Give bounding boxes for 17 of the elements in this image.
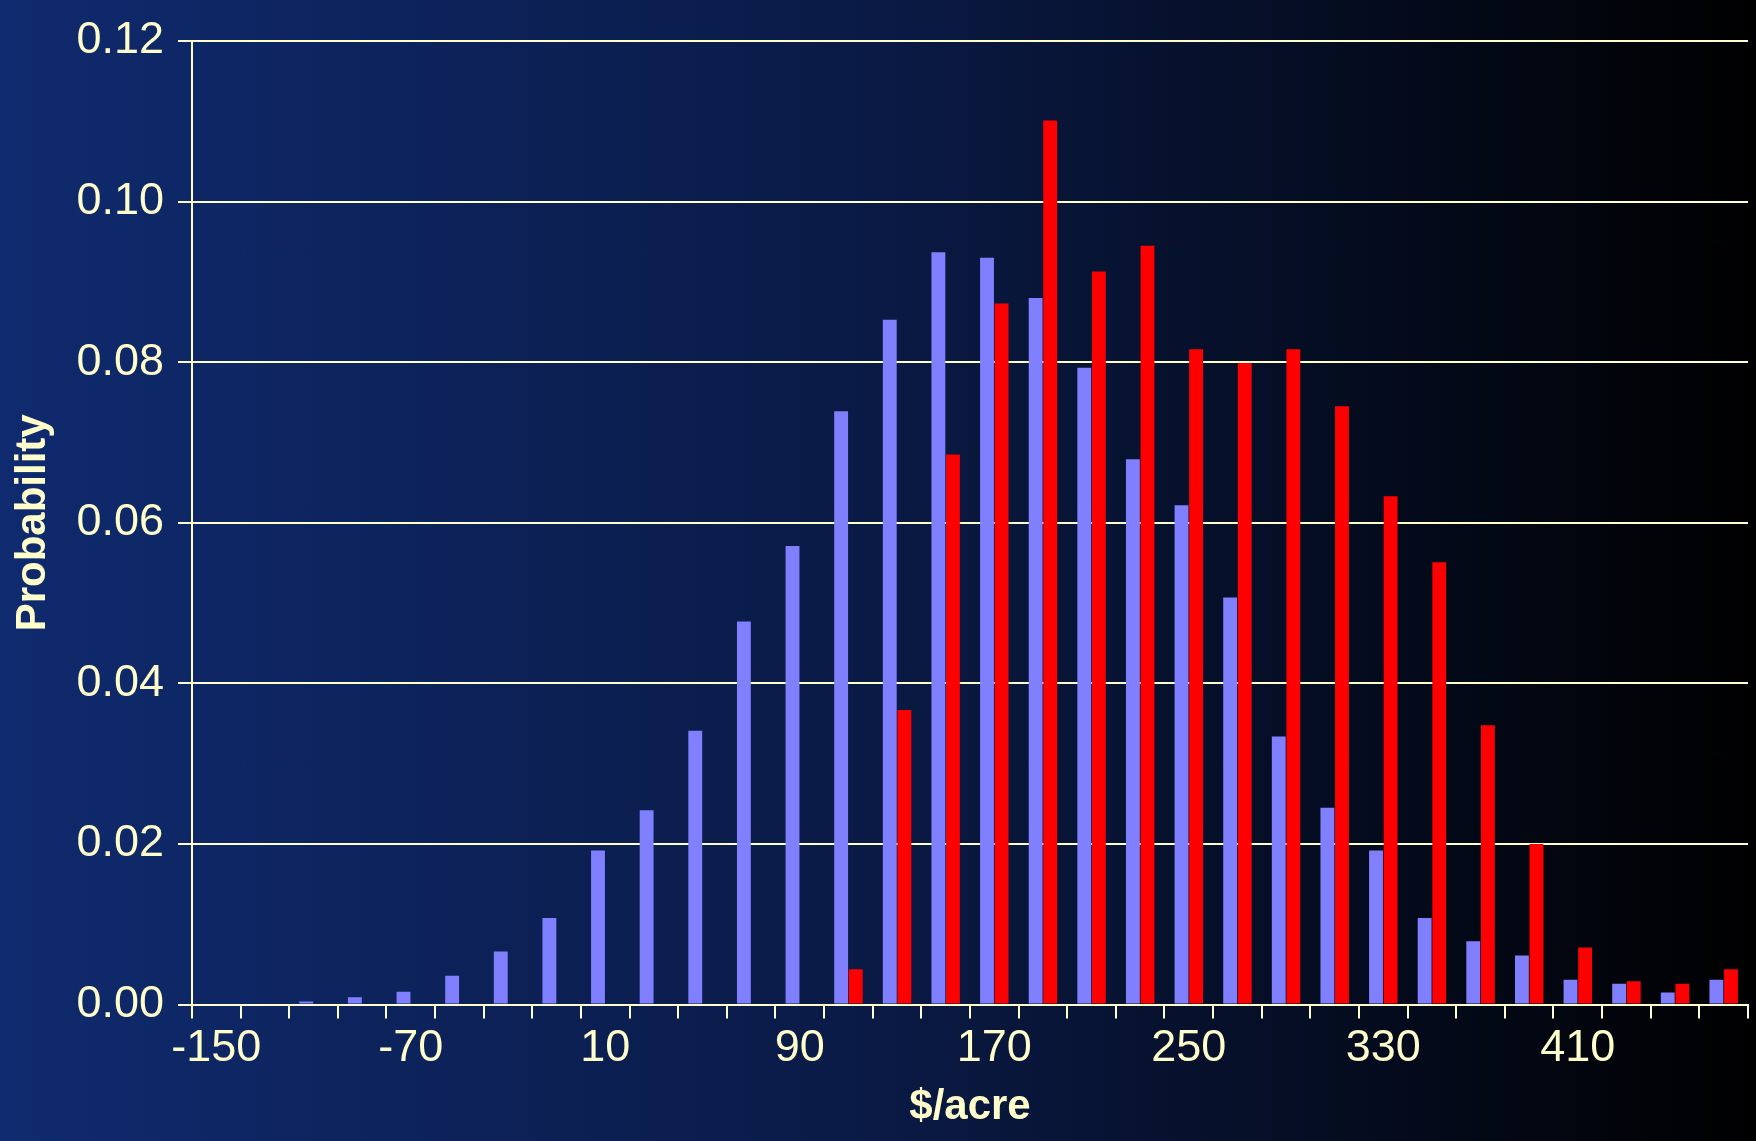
y-tick-label: 0.06 (76, 494, 164, 546)
x-tick-label: 90 (774, 1020, 825, 1072)
x-tick-label: 330 (1345, 1020, 1421, 1072)
x-tick-label: -150 (171, 1020, 262, 1072)
y-tick-label: 0.10 (76, 173, 164, 225)
x-tick-label: 10 (580, 1020, 631, 1072)
x-tick-label: 170 (956, 1020, 1032, 1072)
x-tick-label: 250 (1151, 1020, 1227, 1072)
y-tick-label: 0.00 (76, 976, 164, 1028)
x-tick-label: 410 (1540, 1020, 1616, 1072)
y-tick-label: 0.02 (76, 815, 164, 867)
x-axis-title: $/acre (909, 1081, 1031, 1129)
x-tick-label: -70 (378, 1020, 444, 1072)
y-tick-label: 0.04 (76, 654, 164, 706)
y-axis-title: Probability (6, 413, 54, 632)
y-tick-label: 0.12 (76, 12, 164, 64)
y-tick-label: 0.08 (76, 333, 164, 385)
